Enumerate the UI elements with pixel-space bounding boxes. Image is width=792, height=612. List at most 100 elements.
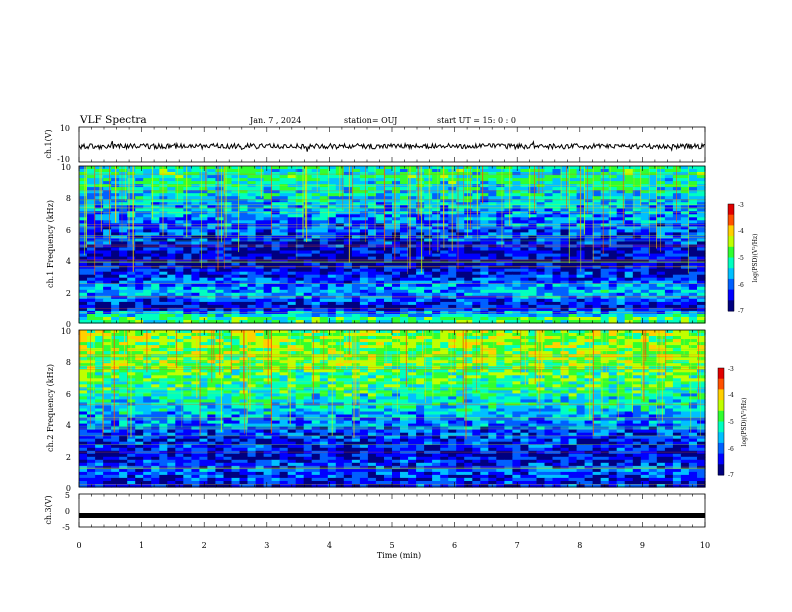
spectrogram-cell: [135, 307, 144, 312]
spectrogram-cell: [456, 232, 465, 236]
spectrogram-cell: [199, 280, 208, 285]
spectrogram-cell: [79, 193, 88, 197]
spectrogram-cell: [135, 280, 144, 285]
spectrogram-cell: [576, 320, 586, 324]
spectrogram-cell: [464, 166, 473, 170]
spectrogram-cell: [127, 205, 136, 209]
spectrogram-cell: [295, 226, 305, 230]
spectrogram-cell: [359, 268, 369, 273]
spectrogram-cell: [319, 310, 329, 315]
spectrogram-cell: [392, 336, 401, 340]
spectrogram-cell: [392, 172, 401, 176]
spectrogram-cell: [319, 277, 329, 282]
spectrogram-cell: [512, 259, 521, 264]
spectrogram-cell: [456, 190, 465, 194]
spectrogram-cell: [600, 256, 610, 261]
spectrogram-cell: [295, 202, 305, 206]
spectrogram-cell: [79, 333, 88, 337]
spectrogram-cell: [167, 280, 176, 285]
spectrogram-cell: [343, 202, 353, 206]
spectrogram-cell: [648, 313, 658, 318]
spectrogram-cell: [327, 274, 337, 279]
colorbar-segment: [728, 276, 734, 280]
spectrogram-cell: [440, 262, 449, 267]
spectrogram-cell: [303, 220, 313, 224]
spectrogram-cell: [327, 304, 337, 309]
spectrogram-cell: [303, 169, 313, 173]
spectrogram-cell: [424, 253, 433, 258]
spectrogram-cell: [640, 175, 650, 179]
spectrogram-cell: [375, 208, 385, 212]
spectrogram-cell: [464, 175, 473, 179]
spectrogram-cell: [560, 313, 570, 318]
spectrogram-cell: [480, 307, 489, 312]
spectrogram-cell: [255, 265, 265, 270]
spectrogram-cell: [552, 178, 562, 182]
spectrogram-cell: [247, 336, 257, 340]
spectrogram-cell: [697, 175, 706, 179]
spectrogram-cell: [648, 226, 658, 230]
spectrogram-cell: [271, 223, 281, 227]
spectrogram-cell: [552, 166, 562, 170]
spectrogram-cell: [568, 289, 578, 294]
spectrogram-cell: [416, 304, 425, 309]
spectrogram-cell: [263, 220, 273, 224]
spectrogram-cell: [440, 280, 449, 285]
spectrogram-cell: [223, 211, 233, 215]
spectrogram-cell: [295, 223, 305, 227]
spectrogram-cell: [319, 262, 329, 267]
spectrogram-cell: [191, 259, 200, 264]
spectrogram-cell: [592, 202, 602, 206]
spectrogram-cell: [359, 178, 369, 182]
spectrogram-cell: [79, 351, 88, 355]
spectrogram-cell: [319, 259, 329, 264]
spectrogram-cell: [672, 307, 682, 312]
spectrogram-cell: [456, 280, 465, 285]
spectrogram-cell: [159, 217, 168, 221]
spectrogram-cell: [375, 241, 385, 246]
spectrogram-cell: [400, 172, 409, 176]
spectrogram-cell: [520, 256, 529, 261]
spectrogram-cell: [552, 259, 562, 264]
spectrogram-cell: [400, 310, 409, 315]
spectrogram-cell: [648, 175, 658, 179]
spectrogram-cell: [664, 289, 674, 294]
spectrogram-cell: [520, 333, 529, 337]
spectrogram-cell: [440, 223, 449, 227]
spectrogram-cell: [392, 298, 401, 303]
spectrogram-cell: [568, 336, 578, 340]
spectrogram-cell: [400, 351, 409, 355]
spectrogram-cell: [568, 217, 578, 221]
spectrogram-cell: [424, 202, 433, 206]
spectrogram-cell: [688, 274, 698, 279]
spectrogram-cell: [159, 262, 168, 267]
spectrogram-cell: [103, 190, 112, 194]
spectrogram-cell: [520, 277, 529, 282]
spectrogram-cell: [464, 211, 473, 215]
spectrogram-cell: [608, 336, 618, 340]
spectrogram-cell: [520, 292, 529, 297]
spectrogram-cell: [263, 187, 273, 191]
spectrogram-cell: [520, 166, 529, 170]
spectrogram-cell: [327, 205, 337, 209]
spectrogram-cell: [103, 310, 112, 315]
spectrogram-cell: [175, 339, 184, 343]
spectrogram-cell: [255, 339, 265, 343]
spectrogram-cell: [311, 298, 321, 303]
spectrogram-cell: [448, 313, 457, 318]
spectrogram-cell: [560, 253, 570, 258]
spectrogram-cell: [632, 190, 642, 194]
spectrogram-cell: [392, 217, 401, 221]
spectrogram-cell: [231, 333, 241, 337]
spectrogram-cell: [584, 190, 594, 194]
spectrogram-cell: [223, 193, 233, 197]
spectrogram-cell: [632, 268, 642, 273]
spectrogram-cell: [231, 271, 241, 276]
spectrogram-cell: [247, 232, 257, 236]
spectrogram-cell: [247, 202, 257, 206]
spectrogram-cell: [632, 232, 642, 236]
spectrogram-cell: [135, 345, 144, 349]
spectrogram-cell: [271, 298, 281, 303]
spectrogram-cell: [544, 172, 554, 176]
spectrogram-cell: [87, 238, 96, 243]
